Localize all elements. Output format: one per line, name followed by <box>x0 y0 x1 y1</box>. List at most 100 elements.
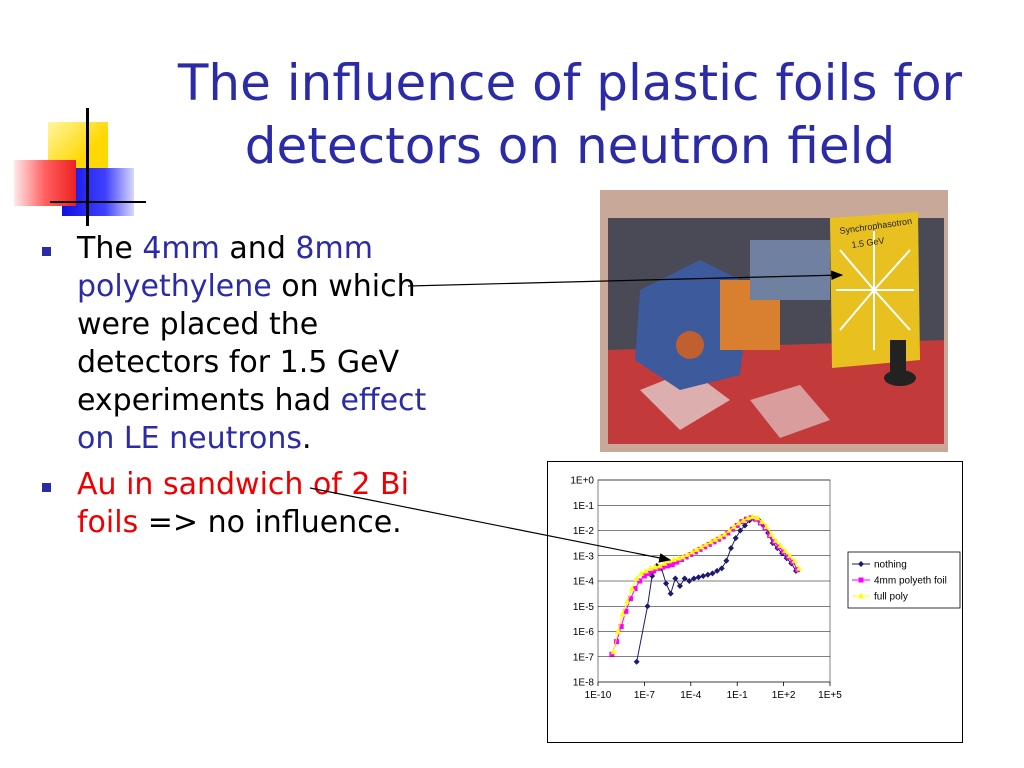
data-point <box>651 568 657 574</box>
y-tick-label: 1E-1 <box>573 501 595 512</box>
data-point <box>717 533 724 540</box>
y-tick-label: 1E+0 <box>570 476 594 487</box>
highlight-8mm: 8mm <box>295 231 373 266</box>
data-point <box>675 555 682 561</box>
data-point <box>711 539 717 545</box>
data-point <box>665 563 671 569</box>
data-point <box>782 547 789 554</box>
data-point <box>692 549 698 555</box>
photo-stand <box>890 340 906 378</box>
data-point <box>704 571 711 578</box>
data-point <box>644 603 651 610</box>
bullet-text: and <box>219 231 296 266</box>
data-point <box>796 565 803 571</box>
data-point <box>698 543 705 550</box>
data-point <box>858 561 864 567</box>
data-point <box>723 557 730 564</box>
deco-vertical-line <box>86 108 89 226</box>
bullet-list: The 4mm and 8mm polyethylene on which we… <box>40 230 440 550</box>
bullet-square-icon <box>42 483 51 492</box>
photo-handwriting-2: 1.5 GeV <box>851 235 885 249</box>
data-point <box>707 538 714 545</box>
data-point <box>690 575 697 582</box>
data-point <box>758 518 765 525</box>
photo-floor-tile <box>750 385 830 438</box>
data-point <box>672 575 679 582</box>
data-point <box>641 573 647 579</box>
data-point <box>681 575 688 582</box>
data-point <box>637 578 643 584</box>
bullet-text: . <box>302 421 312 456</box>
data-point <box>632 586 638 592</box>
bullet-item-1: The 4mm and 8mm polyethylene on which we… <box>40 230 440 458</box>
legend-label: 4mm polyeth foil <box>874 576 947 587</box>
data-point <box>670 556 677 562</box>
bullet-item-2: Au in sandwich of 2 Bi foils => no influ… <box>40 466 440 542</box>
data-point <box>730 526 736 532</box>
data-point <box>725 530 731 536</box>
data-point <box>627 596 633 602</box>
data-point <box>623 608 629 614</box>
bullet-text: on which were placed the detectors for 1… <box>77 269 416 418</box>
data-point <box>688 551 694 557</box>
chart-y-ticks: 1E+0 1E-1 1E-2 1E-3 1E-4 1E-5 1E-6 1E-7 1E-8 <box>570 476 594 689</box>
data-point <box>615 628 622 634</box>
photo-detector-rays <box>836 230 914 350</box>
data-point <box>695 574 702 581</box>
photo-floor-tile <box>640 370 730 430</box>
y-tick-label: 1E-4 <box>573 577 595 588</box>
data-point <box>674 559 680 565</box>
chart-legend: nothing 4mm polyeth foil full poly <box>847 551 961 609</box>
data-point <box>740 517 747 523</box>
data-point <box>614 639 620 645</box>
data-point <box>679 557 685 563</box>
legend-label: nothing <box>874 560 907 571</box>
data-point <box>714 567 721 574</box>
y-tick-label: 1E-8 <box>573 678 595 689</box>
y-tick-label: 1E-6 <box>573 627 595 638</box>
legend-entry: 4mm polyeth foil <box>852 576 947 587</box>
bullet-text: The <box>77 231 143 266</box>
slide-title: The influence of plastic foils for detec… <box>177 54 963 175</box>
deco-horizontal-line <box>50 201 146 203</box>
x-tick-label: 1E+2 <box>772 690 796 701</box>
data-point <box>629 585 636 591</box>
data-point <box>791 557 798 564</box>
chart-series <box>609 513 803 665</box>
data-point <box>647 565 654 571</box>
bullet-square-icon <box>42 247 51 256</box>
data-point <box>745 514 752 521</box>
y-tick-label: 1E-5 <box>573 602 595 613</box>
data-point <box>661 560 668 566</box>
data-point <box>633 658 640 665</box>
series-2 <box>610 513 803 655</box>
data-point <box>609 651 615 657</box>
data-point <box>709 570 716 577</box>
data-point <box>684 551 691 557</box>
x-tick-label: 1E-7 <box>634 690 656 701</box>
data-point <box>702 544 708 550</box>
data-point <box>721 531 728 537</box>
data-point <box>718 565 725 572</box>
highlight-polyethylene: polyethylene <box>77 269 272 304</box>
data-point <box>642 567 649 574</box>
data-point <box>726 527 733 533</box>
legend-entry: full poly <box>852 592 908 603</box>
data-point <box>703 541 710 547</box>
data-point <box>652 563 659 570</box>
data-point <box>618 623 624 629</box>
legend-entry: nothing <box>852 560 907 571</box>
data-point <box>754 514 761 521</box>
highlight-4mm: 4mm <box>142 231 220 266</box>
data-point <box>712 536 719 542</box>
legend-label: full poly <box>874 592 908 603</box>
data-point <box>683 554 689 560</box>
bullet-text: => no influence. <box>138 505 402 540</box>
data-point <box>646 570 652 576</box>
data-point <box>728 545 735 552</box>
data-point <box>734 522 740 528</box>
chart-x-ticks: 1E-10 1E-7 1E-4 1E-1 1E+2 1E+5 <box>585 682 842 701</box>
data-point <box>633 575 640 581</box>
data-point <box>763 523 770 530</box>
setup-photo: Synchrophasotron 1.5 GeV <box>600 190 948 452</box>
